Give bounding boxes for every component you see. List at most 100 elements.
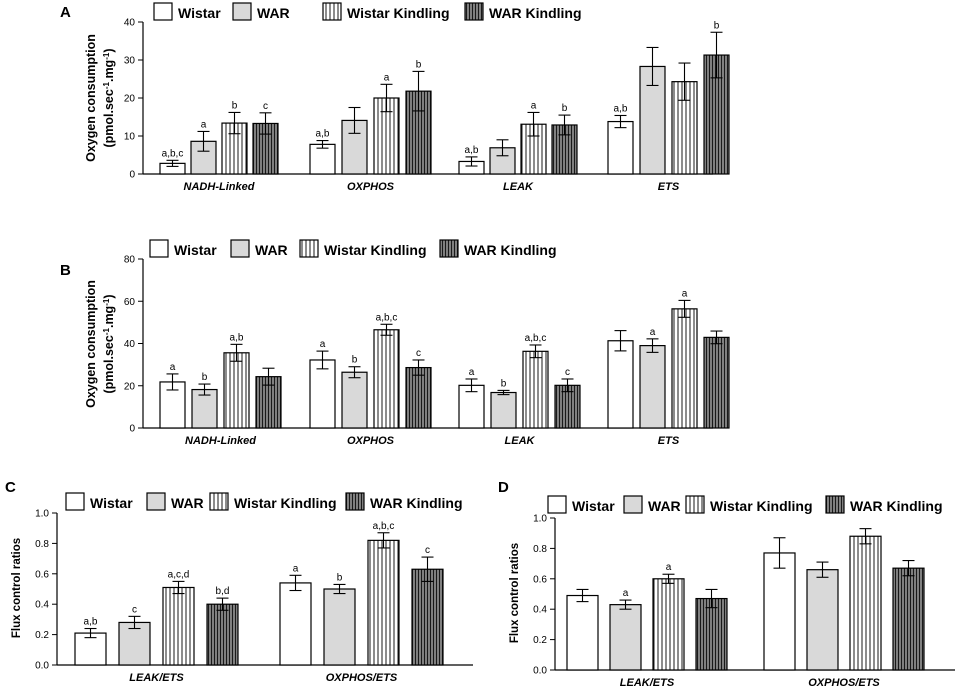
bar-war [489,147,516,175]
bar-group-oxphos: a b a,b,c c [309,312,432,429]
significance-label: b [232,100,238,111]
y-tick-label: 30 [124,56,136,67]
bar-war [806,569,839,671]
panel-b: B Wistar WAR Wistar Kindling WAR Kindling 0 20… [60,239,730,447]
y-tick-label: 0.4 [35,600,49,611]
bar-wistar-kindling [162,586,195,666]
bar-war [639,345,666,429]
category-label: OXPHOS/ETS [326,672,398,684]
legend-label: WAR [171,495,204,511]
legend-label: WAR Kindling [850,498,943,514]
y-tick-label: 40 [124,18,136,29]
significance-label: a [623,588,629,599]
bar-war [118,621,151,666]
bar-wistar [763,552,796,671]
significance-label: a [682,288,688,299]
bar-group-oxphos: a,b a b [309,59,432,175]
y-axis-label: Flux control ratios [509,543,521,643]
panel-c: C Wistar WAR Wistar Kindling WAR Kindling 0.0… [5,479,473,684]
legend-swatch-war-kindling [464,2,484,21]
bar-war-kindling [411,568,444,666]
bar-wistar [74,632,107,666]
bar-war-kindling [703,336,730,429]
bar-war [490,391,517,429]
significance-label: b [202,372,208,383]
bar-group-leak: a,b a b [458,100,578,175]
legend-swatch-war [146,492,166,511]
category-label: LEAK [505,435,536,447]
significance-label: a,b [84,617,98,628]
bar-group-nadh-linked: a,b,c a b c [159,100,279,175]
bar-wistar [566,594,599,671]
bar-war [609,604,642,671]
bar-war-kindling [695,597,728,671]
legend: Wistar WAR Wistar Kindling WAR Kindling [547,495,943,514]
legend-swatch-wistar-kindling [685,495,705,514]
y-tick-label: 40 [124,339,136,350]
significance-label: a [384,72,390,83]
y-tick-label: 0 [129,424,135,435]
y-tick-label: 1.0 [533,514,547,525]
significance-label: a [469,367,475,378]
category-label: LEAK/ETS [129,672,184,684]
y-tick-label: 20 [124,381,136,392]
bar-war [341,371,368,429]
y-tick-label: 0.6 [533,574,547,585]
bar-war [323,588,356,666]
bar-wistar [607,340,634,429]
category-label: ETS [658,435,680,447]
bar-group-oxphos-ets: a b a,b,c c [279,521,444,666]
significance-label: b [337,572,343,583]
legend-label: Wistar [178,5,221,21]
y-axis-label: Oxygen consumption [84,34,98,162]
significance-label: a [170,362,176,373]
significance-label: a [650,327,656,338]
category-label: NADH-Linked [185,435,256,447]
significance-label: a,b,c [525,333,547,344]
bar-wistar [458,384,485,429]
legend-swatch-war-kindling [345,492,365,511]
legend: Wistar WAR Wistar Kindling WAR Kindling [65,492,463,511]
bar-group-leak: a b a,b,c c [458,333,581,429]
bar-wistar-kindling [671,308,698,429]
significance-label: c [263,101,268,112]
y-tick-label: 0.6 [35,569,49,580]
y-tick-label: 20 [124,94,136,105]
panel-d: D Wistar WAR Wistar Kindling WAR Kindling 0.0… [498,479,955,688]
y-tick-label: 10 [124,132,136,143]
category-label: LEAK [503,181,534,193]
legend-label: Wistar [90,495,133,511]
significance-label: a [531,100,537,111]
significance-label: c [565,367,570,378]
significance-label: a [201,119,207,130]
panel-letter: B [60,262,71,279]
legend-swatch-war-kindling [439,239,459,258]
significance-label: a [666,562,672,573]
panel-letter: A [60,4,71,21]
legend-swatch-wistar-kindling [322,2,342,21]
significance-label: a,b [316,129,330,140]
bar-war-kindling [206,603,239,666]
legend-swatch-wistar [547,495,567,514]
significance-label: a,b,c [162,148,184,159]
legend-swatch-wistar-kindling [299,239,319,258]
significance-label: a,c,d [168,569,190,580]
bar-wistar [279,582,312,666]
bar-war-kindling [405,366,432,429]
bar-wistar [607,120,634,175]
significance-label: b [501,378,507,389]
bar-group-ets: a,b b [607,20,730,175]
significance-label: c [416,348,421,359]
bar-wistar [309,359,336,429]
panel-a: A Wistar WAR Wistar Kindling WAR Kindling 0 10… [60,2,730,193]
significance-label: a,b,c [373,521,395,532]
bar-war [191,388,218,429]
y-tick-label: 60 [124,297,136,308]
bar-wistar-kindling [373,329,400,429]
bar-group-ets: aa [607,288,730,429]
bar-wistar-kindling [849,535,882,671]
legend: Wistar WAR Wistar Kindling WAR Kindling [149,239,557,258]
legend-swatch-war [232,2,252,21]
legend-label: WAR Kindling [464,242,557,258]
significance-label: a [293,563,299,574]
